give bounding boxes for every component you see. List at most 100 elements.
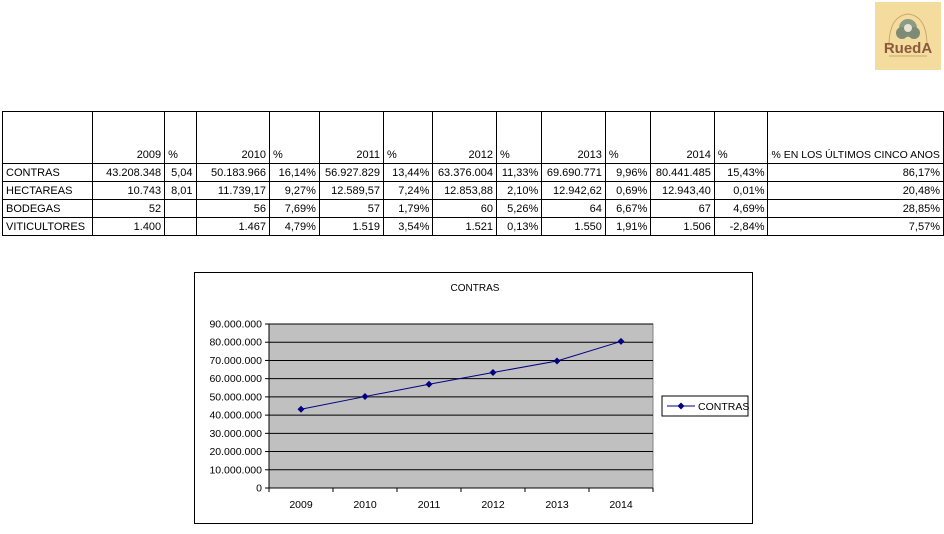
y-tick-label: 60.000.000 [209, 373, 262, 385]
table-cell: 1.550 [541, 217, 606, 236]
legend-label: CONTRAS [698, 401, 749, 413]
contras-line-chart: CONTRAS 0 10.000.000 20.000.000 30.000.000 4… [209, 283, 749, 511]
data-point-marker [489, 369, 497, 377]
table-cell: 7,69% [269, 199, 320, 218]
x-tick-label: 2012 [481, 499, 505, 511]
table-cell: 10.743 [91, 181, 166, 200]
x-tick-label: 2009 [289, 499, 313, 511]
header-pct-cell: % [713, 111, 769, 164]
row-label: BODEGAS [2, 199, 93, 218]
header-year-cell: 2014 [650, 111, 715, 164]
logo-text: RuedA [884, 40, 933, 57]
table-cell: 1.519 [318, 217, 385, 236]
y-tick-label: 30.000.000 [209, 428, 262, 440]
table-cell: 52 [91, 199, 166, 218]
y-tick-label: 50.000.000 [209, 391, 262, 403]
header-pct-cell: % [164, 111, 197, 164]
x-tick-label: 2010 [353, 499, 377, 511]
table-cell: 50.183.966 [195, 163, 271, 182]
y-tick-label: 70.000.000 [209, 355, 262, 367]
data-point-marker [425, 380, 433, 388]
table-cell: 57 [318, 199, 385, 218]
y-tick-label: 90.000.000 [209, 319, 262, 331]
header-pct-cell: % [269, 111, 320, 164]
table-cell: 20,48% [767, 181, 944, 200]
table-cell: 1.521 [432, 217, 497, 236]
y-tick-label: 0 [256, 483, 262, 495]
row-label: VITICULTORES [2, 217, 93, 236]
table-cell: 5,26% [495, 199, 543, 218]
table-cell: 1.467 [195, 217, 271, 236]
table-cell: 1.400 [91, 217, 166, 236]
header-pct-cell: % [604, 111, 652, 164]
table-row-hectareas: HECTAREAS 10.743 8,01 11.739,17 9,27% 12.589,… [2, 181, 944, 200]
table-cell: 4,79% [269, 217, 320, 236]
table-cell: 11,33% [495, 163, 543, 182]
table-cell: 1.506 [650, 217, 715, 236]
y-tick-label: 20.000.000 [209, 446, 262, 458]
table-cell: 28,85% [767, 199, 944, 218]
table-cell: 13,44% [383, 163, 434, 182]
chart-legend: CONTRAS [661, 395, 749, 417]
x-tick-label: 2013 [545, 499, 569, 511]
table-cell: -2,84% [713, 217, 769, 236]
contras-chart: CONTRAS 0 10.000.000 20.000.000 30.000.000 4… [194, 272, 753, 524]
header-pct-cell: % [383, 111, 434, 164]
table-cell: 16,14% [269, 163, 320, 182]
table-cell: 64 [541, 199, 606, 218]
table-cell: 1,79% [383, 199, 434, 218]
table-row-contras: CONTRAS 43.208.348 5,04 50.183.966 16,14% 56.… [2, 163, 944, 182]
x-tick-label: 2014 [609, 499, 633, 511]
header-pct-cell: % [495, 111, 543, 164]
table-cell: 11.739,17 [195, 181, 271, 200]
data-point-marker [617, 337, 625, 345]
table-cell: 7,24% [383, 181, 434, 200]
table-cell: 12.942,62 [541, 181, 606, 200]
table-row-viticultores: VITICULTORES 1.400 1.467 4,79% 1.519 3,54% 1.5… [2, 217, 944, 236]
data-point-marker [361, 393, 369, 401]
table-cell: 12.853,88 [432, 181, 497, 200]
rueda-logo: RuedA [875, 2, 941, 70]
table-cell: 12.943,40 [650, 181, 715, 200]
table-cell: 69.690.771 [541, 163, 606, 182]
table-cell: 56 [195, 199, 271, 218]
data-point-marker [297, 405, 305, 413]
header-year-cell: 2011 [318, 111, 385, 164]
series-line-contras [300, 340, 622, 410]
table-cell: 60 [432, 199, 497, 218]
table-cell: 9,96% [604, 163, 652, 182]
y-tick-label: 80.000.000 [209, 337, 262, 349]
table-cell: 63.376.004 [432, 163, 497, 182]
header-corner-cell [2, 111, 93, 164]
table-cell: 2,10% [495, 181, 543, 200]
y-tick-label: 40.000.000 [209, 410, 262, 422]
table-cell: 9,27% [269, 181, 320, 200]
y-tick-label: 10.000.000 [209, 464, 262, 476]
table-cell: 86,17% [767, 163, 944, 182]
legend-box [661, 395, 749, 417]
table-cell: 1,91% [604, 217, 652, 236]
plot-area [268, 323, 654, 489]
table-cell: 4,69% [713, 199, 769, 218]
header-year-cell: 2013 [541, 111, 606, 164]
x-tick-label: 2011 [418, 499, 441, 511]
header-year-cell: 2009 [91, 111, 166, 164]
header-year-cell: 2010 [195, 111, 271, 164]
legend-marker-icon [677, 402, 685, 410]
data-point-marker [553, 357, 561, 365]
table-cell: 67 [650, 199, 715, 218]
table-cell: 15,43% [713, 163, 769, 182]
table-cell: 43.208.348 [91, 163, 166, 182]
table-cell [164, 199, 197, 218]
table-cell: 12.589,57 [318, 181, 385, 200]
table-cell [164, 217, 197, 236]
table-cell: 7,57% [767, 217, 944, 236]
table-cell: 8,01 [164, 181, 197, 200]
row-label: HECTAREAS [2, 181, 93, 200]
table-cell: 0,13% [495, 217, 543, 236]
table-cell: 5,04 [164, 163, 197, 182]
table-cell: 56.927.829 [318, 163, 385, 182]
row-label: CONTRAS [2, 163, 93, 182]
table-header-row: 2009% 2010% 2011% 2012% 2013% 2014%% EN LOS Ú… [2, 111, 944, 164]
table-cell: 6,67% [604, 199, 652, 218]
